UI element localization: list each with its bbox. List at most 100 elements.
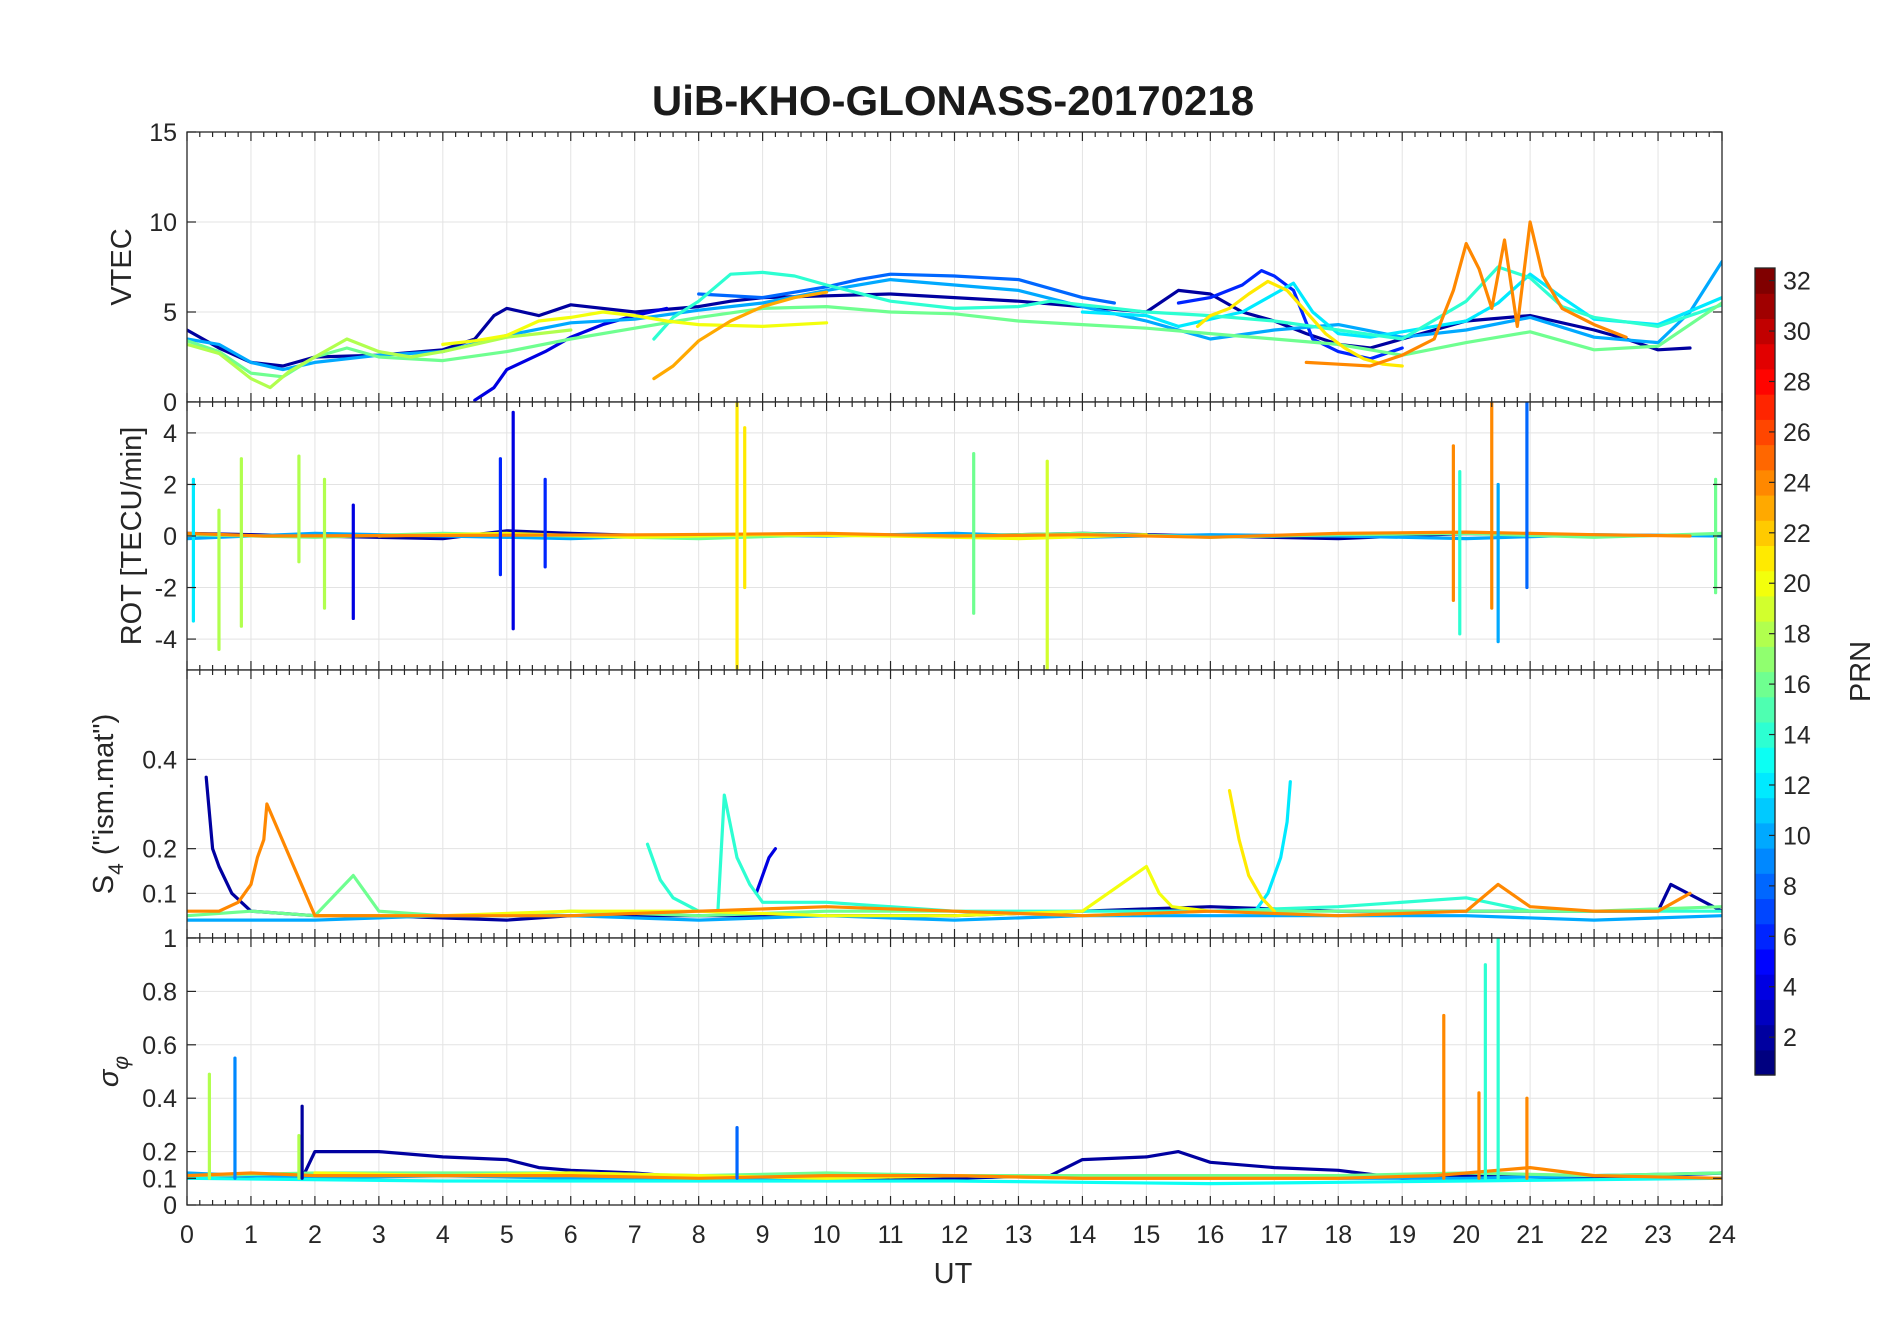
y-tick-label: 0.1 xyxy=(142,880,177,908)
colorbar-segment xyxy=(1755,873,1775,900)
colorbar-tick-label: 2 xyxy=(1783,1024,1797,1052)
x-tick-label: 9 xyxy=(756,1221,770,1249)
y-tick-label: 0.2 xyxy=(142,1139,177,1167)
y-axis-label: ROT [TECU/min] xyxy=(116,427,148,646)
colorbar-tick-label: 12 xyxy=(1783,772,1811,800)
colorbar-segment xyxy=(1755,671,1775,698)
colorbar-segment xyxy=(1755,948,1775,975)
colorbar-segment xyxy=(1755,747,1775,773)
colorbar-segment xyxy=(1755,822,1775,849)
colorbar-tick-label: 16 xyxy=(1783,671,1811,699)
x-axis-label: UT xyxy=(934,1258,973,1290)
colorbar-tick-label: 6 xyxy=(1783,923,1797,951)
series-prn-14 xyxy=(652,265,1722,341)
y-axis-label: S4 ("ism.mat") xyxy=(88,714,128,895)
y-tick-label: 0 xyxy=(163,1192,177,1220)
x-tick-label: 7 xyxy=(628,1221,642,1249)
colorbar-tick-label: 8 xyxy=(1783,873,1797,901)
x-tick-label: 21 xyxy=(1516,1221,1544,1249)
x-axis: 0 1 2 3 4 5 6 7 8 9 10 11 12 13 14 15 16 17 18 19 20 21 22 23 24 xyxy=(180,1221,1736,1249)
x-tick-label: 17 xyxy=(1260,1221,1288,1249)
colorbar-segment xyxy=(1755,797,1775,824)
x-tick-label: 16 xyxy=(1196,1221,1224,1249)
colorbar-tick-label: 10 xyxy=(1783,822,1811,850)
panel-rot: -4 -2 0 2 4 ROT [TECU/min] xyxy=(116,401,1723,671)
series-prn-21 xyxy=(1227,789,1276,913)
colorbar-segment xyxy=(1755,621,1775,647)
series-prn-20 xyxy=(441,310,829,346)
y-tick-label: 1 xyxy=(163,925,177,953)
series-prn-24 xyxy=(187,530,1692,539)
x-tick-label: 6 xyxy=(564,1221,578,1249)
colorbar-segment xyxy=(1755,444,1775,471)
colorbar-segment xyxy=(1755,419,1775,446)
colorbar-segment xyxy=(1755,1049,1775,1076)
series-prn-24 xyxy=(187,802,1692,918)
series-prn-16 xyxy=(187,301,1722,379)
chart-title: UiB-KHO-GLONASS-20170218 xyxy=(652,77,1254,124)
y-tick-label: -4 xyxy=(155,626,177,654)
series-prn-24 xyxy=(1304,220,1628,368)
x-tick-label: 20 xyxy=(1452,1221,1480,1249)
colorbar-segment xyxy=(1755,469,1775,496)
x-tick-label: 3 xyxy=(372,1221,386,1249)
colorbar-frame xyxy=(1754,267,1776,1076)
y-tick-label: 2 xyxy=(163,471,177,499)
x-tick-label: 15 xyxy=(1132,1221,1160,1249)
colorbar-segment xyxy=(1755,595,1775,622)
colorbar-segment xyxy=(1755,268,1775,294)
data-layer xyxy=(187,775,1722,922)
colorbar-segment xyxy=(1755,368,1775,395)
y-axis-label: VTEC xyxy=(106,228,138,305)
colorbar-tick-label: 30 xyxy=(1783,318,1811,346)
y-tick-label: 0.4 xyxy=(142,746,177,774)
colorbar-tick-label: 18 xyxy=(1783,621,1811,649)
colorbar-tick-label: 32 xyxy=(1783,268,1811,296)
y-tick-label: 0 xyxy=(163,389,177,417)
colorbar-segment xyxy=(1755,696,1775,723)
y-tick-label: -2 xyxy=(155,575,177,603)
panel-s4: 0.1 0.2 0.4 S4 ("ism.mat") xyxy=(88,669,1723,939)
panel-sigma: 00.10.2 0.4 0.6 0.8 1 σφ xyxy=(93,925,1723,1220)
x-tick-label: 18 xyxy=(1324,1221,1352,1249)
colorbar-segment xyxy=(1755,646,1775,673)
series-prn-16 xyxy=(187,873,1722,918)
series-prn-10 xyxy=(187,260,1722,372)
series-prn-23 xyxy=(652,290,829,381)
x-tick-label: 5 xyxy=(500,1221,514,1249)
series-prn-18 xyxy=(187,328,573,390)
x-tick-label: 13 xyxy=(1005,1221,1033,1249)
series-prn-21 xyxy=(1195,279,1404,368)
colorbar-segment xyxy=(1755,999,1775,1026)
x-tick-label: 2 xyxy=(308,1221,322,1249)
y-tick-label: 0.4 xyxy=(142,1085,177,1113)
colorbar-segment xyxy=(1755,721,1775,748)
series-prn-8 xyxy=(697,272,1116,305)
series-prn-4 xyxy=(754,847,777,895)
series-prn-20 xyxy=(313,864,1212,918)
colorbar-segment xyxy=(1755,520,1775,547)
y-tick-label: 0.6 xyxy=(142,1032,177,1060)
x-tick-label: 10 xyxy=(813,1221,841,1249)
y-tick-label: 4 xyxy=(163,420,177,448)
colorbar-tick-label: 4 xyxy=(1783,974,1797,1002)
x-tick-label: 12 xyxy=(941,1221,969,1249)
x-tick-label: 0 xyxy=(180,1221,194,1249)
colorbar-segment xyxy=(1755,494,1775,521)
colorbar-segment xyxy=(1755,1024,1775,1051)
y-tick-label: 10 xyxy=(149,209,177,237)
colorbar-segment xyxy=(1755,923,1775,950)
x-tick-label: 23 xyxy=(1644,1221,1672,1249)
y-tick-label: 0.2 xyxy=(142,836,177,864)
colorbar-segment xyxy=(1755,545,1775,572)
colorbar-tick-label: 20 xyxy=(1783,570,1811,598)
y-tick-label: 0.1 xyxy=(142,1165,177,1193)
colorbar-segment xyxy=(1755,318,1775,345)
series-prn-13 xyxy=(187,1176,1722,1186)
data-layer xyxy=(187,220,1722,402)
colorbar-segment xyxy=(1755,772,1775,799)
y-tick-label: 0 xyxy=(163,523,177,551)
